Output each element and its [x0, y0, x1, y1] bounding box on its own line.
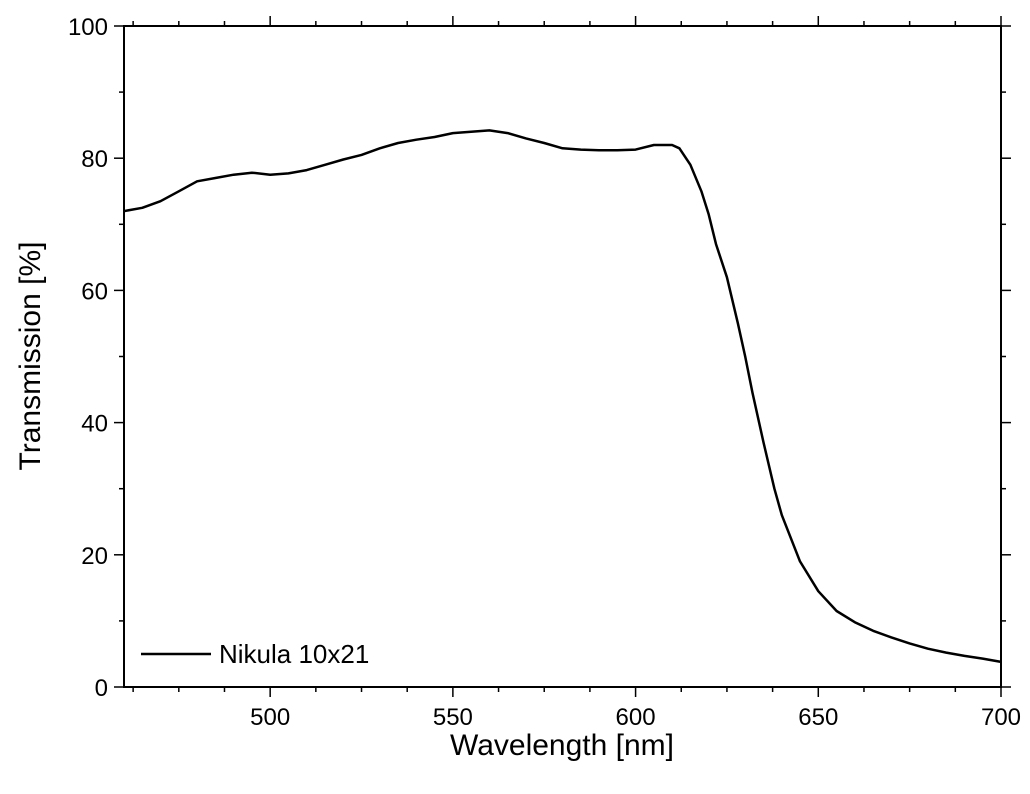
y-tick-label: 100: [68, 14, 108, 41]
y-tick-label: 60: [81, 278, 108, 305]
x-tick-label: 500: [250, 704, 290, 731]
y-tick-label: 20: [81, 543, 108, 570]
series-layer: [123, 129, 1002, 664]
plot-frame: [123, 25, 1002, 688]
y-tick-label: 40: [81, 411, 108, 438]
x-axis-label: Wavelength [nm]: [450, 729, 674, 762]
y-tick-label: 0: [95, 675, 108, 702]
legend-label: Nikula 10x21: [219, 639, 369, 669]
axis-ticks: [114, 16, 1011, 697]
x-tick-label: 700: [981, 704, 1021, 731]
legend: Nikula 10x21: [141, 639, 369, 669]
tick-labels: 500 550 600 650 700 0 20 40 60 80 100: [68, 14, 1021, 731]
y-tick-label: 80: [81, 146, 108, 173]
series-line: [123, 129, 1002, 664]
x-tick-label: 650: [798, 704, 838, 731]
y-axis-label: Transmission [%]: [14, 242, 47, 471]
x-tick-label: 550: [433, 704, 473, 731]
x-tick-label: 600: [616, 704, 656, 731]
